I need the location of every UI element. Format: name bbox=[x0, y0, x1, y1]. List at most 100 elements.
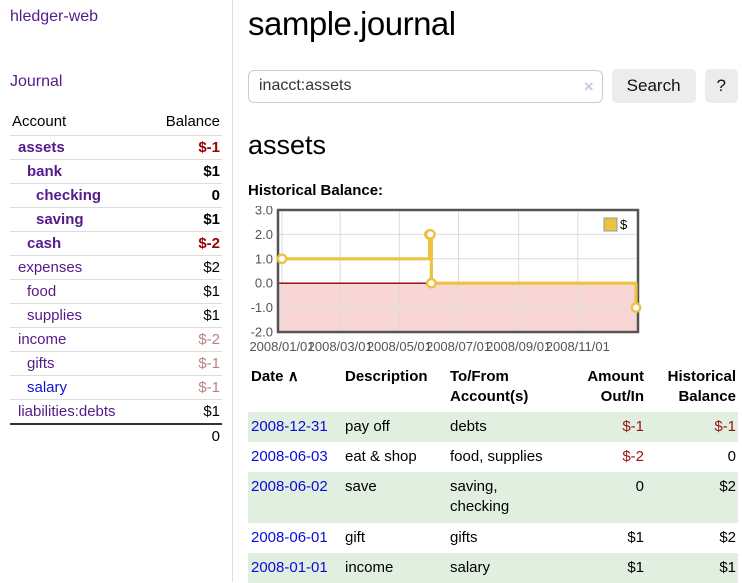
svg-text:2008/01/01: 2008/01/01 bbox=[249, 339, 314, 354]
transaction-description: eat & shop bbox=[345, 447, 417, 465]
sidebar: hledger-web Journal Account Balance asse… bbox=[0, 0, 233, 582]
transaction-accounts: food, supplies bbox=[450, 447, 543, 465]
transaction-row: 2008-12-31 pay off debts $-1 $-1 bbox=[248, 411, 738, 442]
account-link-food[interactable]: food bbox=[27, 283, 57, 300]
transaction-row: 2008-06-02 save saving, checking 0 $2 bbox=[248, 472, 738, 523]
account-link-gifts[interactable]: gifts bbox=[27, 355, 55, 372]
transaction-date-link[interactable]: 2008-12-31 bbox=[251, 417, 328, 435]
account-row: expenses $2 bbox=[10, 255, 222, 280]
transaction-amount: $1 bbox=[566, 552, 646, 583]
account-row: salary $-1 bbox=[10, 375, 222, 400]
transaction-historical: 0 bbox=[727, 447, 736, 465]
transaction-description: save bbox=[345, 472, 450, 523]
transaction-date-link[interactable]: 2008-06-03 bbox=[251, 447, 328, 465]
account-row: gifts $-1 bbox=[10, 351, 222, 376]
sidebar-item-journal[interactable]: Journal bbox=[10, 73, 63, 90]
account-balance: $1 bbox=[146, 399, 222, 424]
transaction-description: income bbox=[345, 552, 450, 583]
transaction-accounts: gifts bbox=[450, 528, 478, 546]
account-row: supplies $1 bbox=[10, 303, 222, 328]
svg-text:3.0: 3.0 bbox=[255, 206, 273, 218]
transaction-historical: $2 bbox=[646, 472, 738, 523]
historical-balance-chart[interactable]: $3.0 2.0 1.0 0.0 -1.0 -2.0 2008/01/01 2008/03/0… bbox=[248, 203, 708, 358]
svg-text:0.0: 0.0 bbox=[255, 276, 273, 291]
transaction-row: 2008-01-01 income salary $1 $1 bbox=[248, 552, 738, 583]
accounts-header-account: Account bbox=[12, 113, 67, 130]
account-row: saving $1 bbox=[10, 207, 222, 232]
accounts-total-value: 0 bbox=[146, 423, 222, 448]
transactions-header-row: Date ∧ Description To/From Account(s) Am… bbox=[248, 363, 738, 412]
accounts-total-row: 0 bbox=[10, 423, 222, 448]
account-link-bank[interactable]: bank bbox=[27, 163, 63, 180]
search-bar: × Search ? bbox=[248, 69, 738, 103]
account-link-expenses[interactable]: expenses bbox=[18, 259, 83, 276]
account-balance: 0 bbox=[146, 183, 222, 208]
svg-text:2008/07/01: 2008/07/01 bbox=[426, 339, 491, 354]
header-tofrom: To/From Account(s) bbox=[450, 368, 529, 406]
account-balance: $-1 bbox=[146, 351, 222, 376]
svg-text:-2.0: -2.0 bbox=[251, 325, 273, 340]
transaction-row: 2008-06-01 gift gifts $1 $2 bbox=[248, 523, 738, 553]
header-date[interactable]: Date ∧ bbox=[251, 368, 299, 385]
header-amount: Amount Out/In bbox=[587, 368, 644, 406]
transaction-amount: $-1 bbox=[566, 411, 646, 442]
chart-label: Historical Balance: bbox=[248, 182, 384, 199]
svg-text:2.0: 2.0 bbox=[255, 227, 273, 242]
transaction-description: gift bbox=[345, 528, 366, 546]
account-row: assets $-1 bbox=[10, 135, 222, 160]
svg-text:2008/03/01: 2008/03/01 bbox=[308, 339, 373, 354]
account-link-income[interactable]: income bbox=[18, 331, 67, 348]
account-row: cash $-2 bbox=[10, 231, 222, 256]
search-button[interactable]: Search bbox=[611, 69, 696, 103]
brand-link[interactable]: hledger-web bbox=[10, 8, 99, 25]
sort-asc-icon[interactable]: ∧ bbox=[287, 368, 299, 385]
account-balance: $1 bbox=[146, 207, 222, 232]
header-description: Description bbox=[345, 368, 428, 385]
transaction-date-link[interactable]: 2008-06-01 bbox=[251, 528, 328, 546]
account-balance: $1 bbox=[146, 303, 222, 328]
transaction-amount: $-2 bbox=[622, 447, 644, 465]
svg-text:2008/09/01: 2008/09/01 bbox=[486, 339, 551, 354]
svg-text:1.0: 1.0 bbox=[255, 251, 273, 266]
accounts-header-balance: Balance bbox=[165, 113, 220, 130]
account-balance: $-1 bbox=[146, 375, 222, 400]
account-balance: $-2 bbox=[146, 231, 222, 256]
transaction-historical: $2 bbox=[719, 528, 736, 546]
transaction-amount: $1 bbox=[627, 528, 644, 546]
transaction-date-link[interactable]: 2008-01-01 bbox=[251, 558, 328, 576]
account-link-salary[interactable]: salary bbox=[27, 379, 68, 396]
account-link-cash[interactable]: cash bbox=[27, 235, 62, 252]
transaction-historical: $-1 bbox=[646, 411, 738, 442]
svg-text:-1.0: -1.0 bbox=[251, 300, 273, 315]
svg-text:2008/05/01: 2008/05/01 bbox=[367, 339, 432, 354]
account-balance: $1 bbox=[146, 159, 222, 184]
account-row: liabilities:debts $1 bbox=[10, 399, 222, 424]
account-balance: $1 bbox=[146, 279, 222, 304]
account-balance: $-1 bbox=[146, 135, 222, 160]
help-button[interactable]: ? bbox=[704, 69, 738, 103]
account-heading: assets bbox=[248, 130, 327, 160]
transaction-description: pay off bbox=[345, 411, 450, 442]
account-link-checking[interactable]: checking bbox=[36, 187, 102, 204]
transaction-historical: $1 bbox=[646, 552, 738, 583]
account-link-saving[interactable]: saving bbox=[36, 211, 84, 228]
account-balance: $-2 bbox=[146, 327, 222, 352]
account-link-liabilities-debts[interactable]: liabilities:debts bbox=[18, 403, 116, 420]
svg-text:2008/11/01: 2008/11/01 bbox=[546, 339, 610, 354]
account-balance: $2 bbox=[146, 255, 222, 280]
transactions-table: Date ∧ Description To/From Account(s) Am… bbox=[248, 363, 738, 583]
transaction-date-link[interactable]: 2008-06-02 bbox=[251, 478, 328, 495]
svg-text:$: $ bbox=[620, 217, 628, 232]
account-link-assets[interactable]: assets bbox=[18, 139, 65, 156]
header-historical: Historical Balance bbox=[667, 368, 736, 406]
transaction-accounts: salary bbox=[450, 552, 566, 583]
account-link-supplies[interactable]: supplies bbox=[27, 307, 83, 324]
accounts-table: Account Balance assets $-1 bank $1 check… bbox=[10, 110, 222, 448]
account-row: checking 0 bbox=[10, 183, 222, 208]
transaction-accounts: saving, checking bbox=[450, 472, 566, 523]
transaction-accounts: debts bbox=[450, 411, 566, 442]
search-input[interactable] bbox=[248, 69, 603, 103]
transaction-row: 2008-06-03 eat & shop food, supplies $-2… bbox=[248, 442, 738, 472]
account-row: bank $1 bbox=[10, 159, 222, 184]
clear-search-icon[interactable]: × bbox=[583, 76, 594, 96]
